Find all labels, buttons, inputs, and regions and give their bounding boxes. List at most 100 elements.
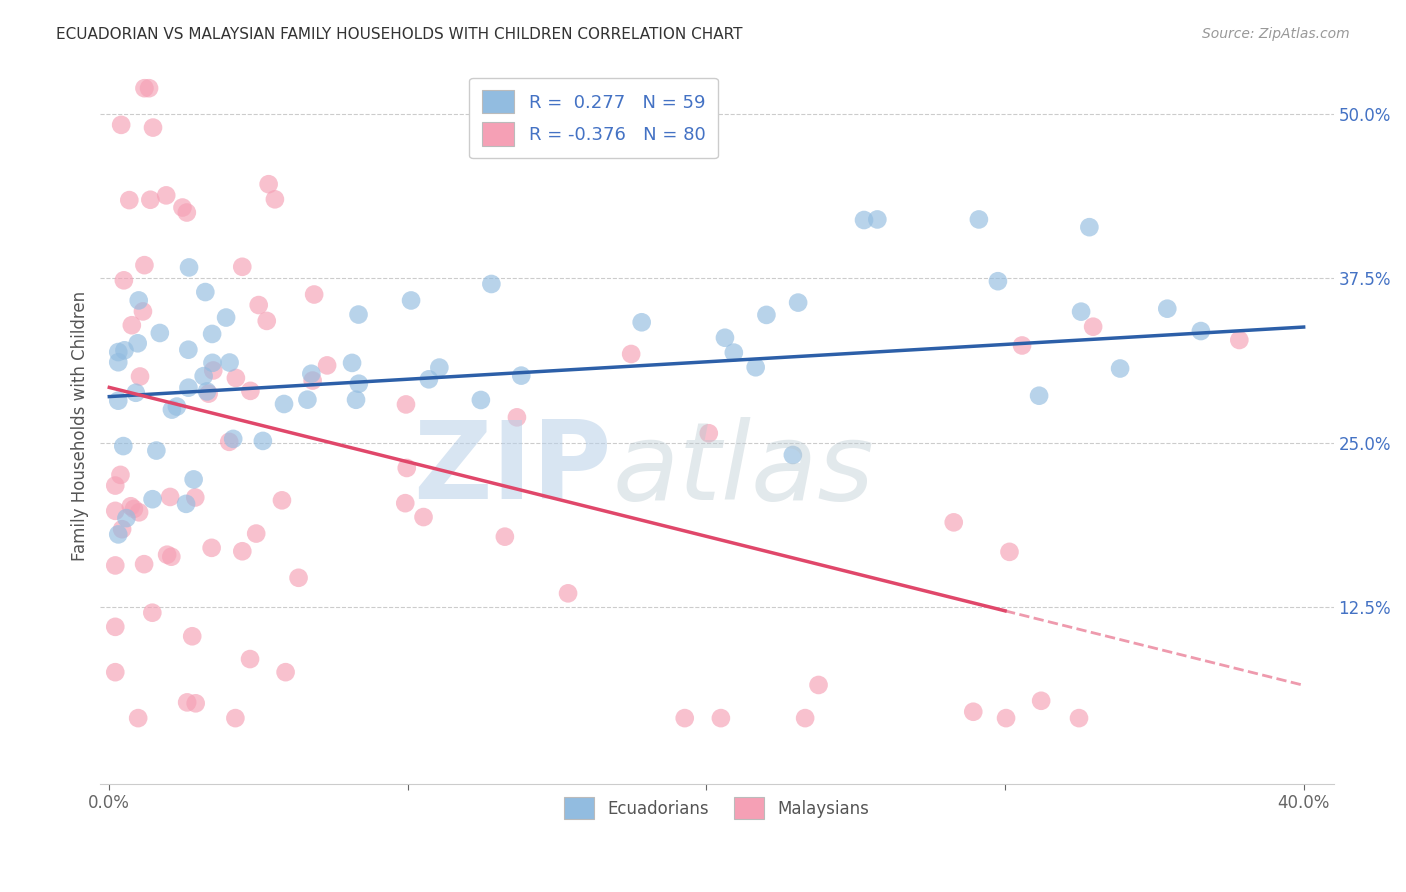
Point bbox=[120, 500, 142, 514]
Point bbox=[494, 530, 516, 544]
Point bbox=[142, 120, 165, 135]
Point bbox=[347, 308, 370, 322]
Point bbox=[128, 293, 150, 308]
Point bbox=[394, 496, 416, 510]
Point bbox=[557, 586, 579, 600]
Point bbox=[673, 711, 696, 725]
Point bbox=[506, 410, 529, 425]
Point bbox=[273, 397, 295, 411]
Point bbox=[231, 544, 253, 558]
Point bbox=[302, 287, 325, 301]
Point bbox=[998, 545, 1021, 559]
Point bbox=[104, 665, 127, 680]
Point bbox=[271, 493, 294, 508]
Point bbox=[340, 356, 363, 370]
Point bbox=[807, 678, 830, 692]
Point bbox=[418, 372, 440, 386]
Point bbox=[110, 118, 132, 132]
Point bbox=[987, 274, 1010, 288]
Point bbox=[155, 188, 177, 202]
Point bbox=[104, 504, 127, 518]
Point bbox=[344, 392, 367, 407]
Point bbox=[723, 345, 745, 359]
Point bbox=[256, 314, 278, 328]
Point bbox=[156, 548, 179, 562]
Point bbox=[1227, 333, 1250, 347]
Point bbox=[195, 384, 218, 399]
Point bbox=[127, 336, 149, 351]
Point bbox=[111, 522, 134, 536]
Point bbox=[184, 696, 207, 710]
Point bbox=[630, 315, 652, 329]
Point bbox=[141, 606, 163, 620]
Point bbox=[134, 81, 156, 95]
Point bbox=[104, 478, 127, 492]
Point bbox=[245, 526, 267, 541]
Point bbox=[145, 443, 167, 458]
Point bbox=[110, 467, 132, 482]
Point bbox=[231, 260, 253, 274]
Point bbox=[125, 385, 148, 400]
Point bbox=[104, 558, 127, 573]
Point bbox=[201, 326, 224, 341]
Point bbox=[194, 285, 217, 299]
Point bbox=[138, 81, 160, 95]
Point bbox=[787, 295, 810, 310]
Point bbox=[479, 277, 502, 291]
Point bbox=[121, 318, 143, 333]
Point bbox=[201, 356, 224, 370]
Point bbox=[239, 652, 262, 666]
Point bbox=[412, 510, 434, 524]
Point bbox=[613, 81, 636, 95]
Point bbox=[710, 711, 733, 725]
Point bbox=[202, 363, 225, 377]
Point bbox=[104, 620, 127, 634]
Point bbox=[114, 343, 136, 358]
Point bbox=[159, 490, 181, 504]
Point bbox=[149, 326, 172, 340]
Point bbox=[782, 448, 804, 462]
Point bbox=[395, 397, 418, 411]
Point bbox=[107, 527, 129, 541]
Point bbox=[176, 695, 198, 709]
Point bbox=[853, 213, 876, 227]
Point bbox=[942, 516, 965, 530]
Text: Source: ZipAtlas.com: Source: ZipAtlas.com bbox=[1202, 27, 1350, 41]
Point bbox=[134, 258, 156, 272]
Point bbox=[1156, 301, 1178, 316]
Point bbox=[1109, 361, 1132, 376]
Point bbox=[247, 298, 270, 312]
Point bbox=[225, 371, 247, 385]
Point bbox=[122, 502, 145, 516]
Point bbox=[274, 665, 297, 680]
Point bbox=[264, 192, 287, 206]
Point bbox=[1067, 711, 1090, 725]
Point bbox=[967, 212, 990, 227]
Point bbox=[115, 511, 138, 525]
Point bbox=[107, 355, 129, 369]
Point bbox=[160, 549, 183, 564]
Point bbox=[1078, 220, 1101, 235]
Point bbox=[118, 193, 141, 207]
Point bbox=[297, 392, 319, 407]
Text: atlas: atlas bbox=[612, 417, 875, 522]
Point bbox=[1189, 324, 1212, 338]
Point bbox=[995, 711, 1018, 725]
Point bbox=[172, 201, 194, 215]
Point bbox=[128, 505, 150, 519]
Point bbox=[301, 374, 323, 388]
Point bbox=[239, 384, 262, 398]
Point bbox=[218, 355, 240, 369]
Point bbox=[177, 343, 200, 357]
Point bbox=[1070, 304, 1092, 318]
Point bbox=[252, 434, 274, 448]
Point bbox=[510, 368, 533, 383]
Point bbox=[183, 472, 205, 486]
Point bbox=[714, 331, 737, 345]
Point bbox=[181, 629, 204, 643]
Point bbox=[299, 367, 322, 381]
Point bbox=[399, 293, 422, 308]
Point bbox=[107, 393, 129, 408]
Point bbox=[755, 308, 778, 322]
Point bbox=[129, 369, 152, 384]
